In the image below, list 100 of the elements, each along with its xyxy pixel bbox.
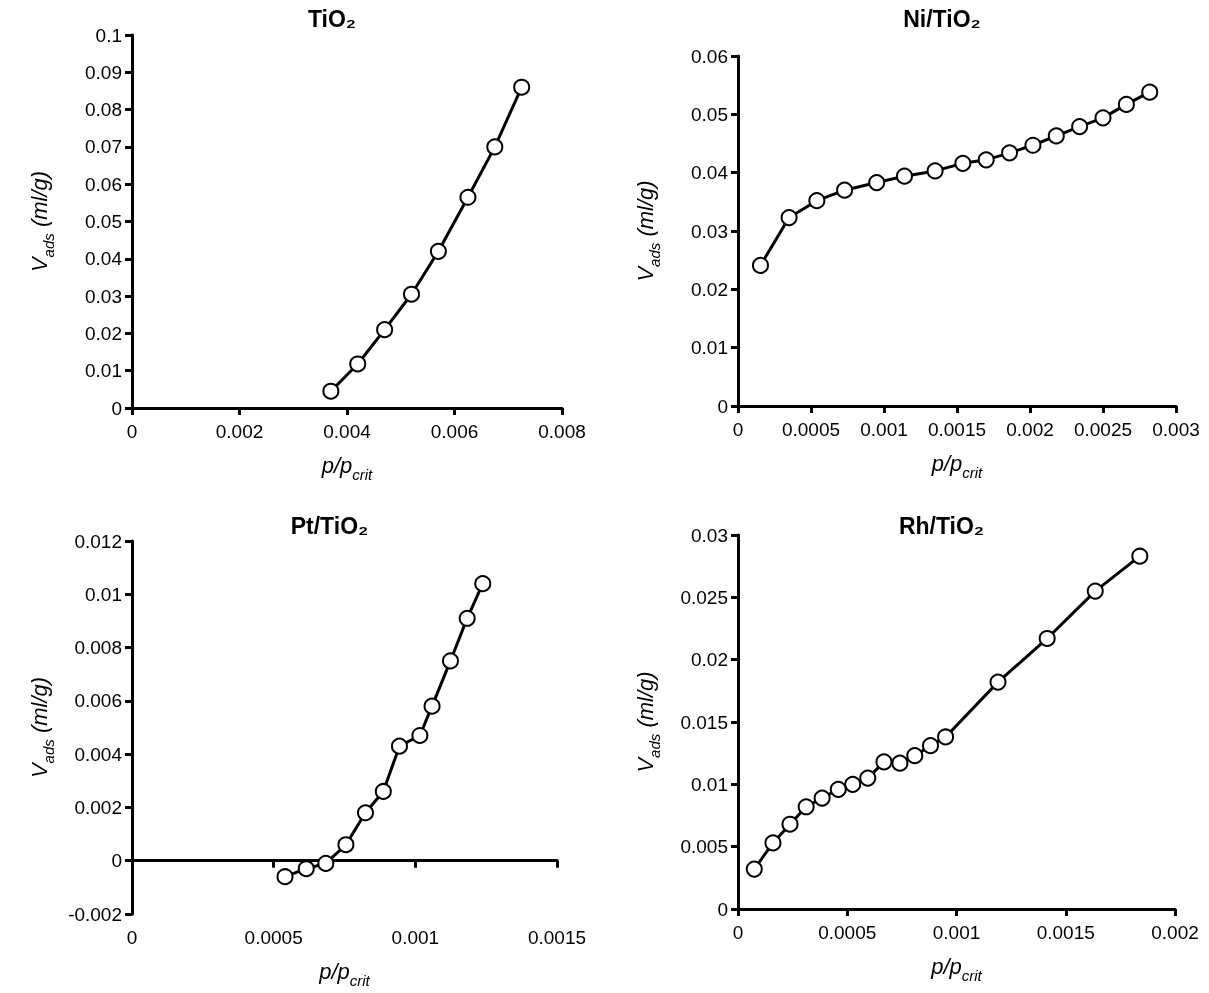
- y-tick-label: 0.08: [85, 99, 122, 121]
- point: [423, 697, 441, 715]
- y-tick-label: 0.01: [85, 360, 122, 382]
- point: [376, 321, 394, 339]
- point: [868, 174, 886, 192]
- point: [813, 789, 831, 807]
- y-tick-label: 0.07: [85, 136, 122, 158]
- y-tick-label: 0.03: [85, 285, 122, 307]
- point: [1047, 127, 1065, 145]
- point: [458, 609, 476, 627]
- x-tick-label: 0.006: [430, 421, 479, 442]
- y-axis-title: Vads (ml/g): [632, 180, 663, 282]
- point: [356, 804, 374, 822]
- y-tick-label: 0.008: [74, 637, 122, 659]
- y-tick-label: 0.025: [680, 586, 728, 608]
- y-tick-label: 0.005: [680, 836, 728, 858]
- point: [797, 798, 815, 816]
- x-tick-label: 0.0015: [927, 419, 987, 440]
- point: [875, 753, 893, 771]
- y-tick-label: 0.006: [74, 690, 122, 712]
- point: [1131, 547, 1149, 565]
- y-tick-label: 0.02: [691, 649, 728, 671]
- x-tick-label: 0.004: [323, 421, 372, 442]
- point: [989, 673, 1007, 691]
- y-tick-label: 0.09: [85, 61, 122, 83]
- point: [513, 78, 531, 96]
- point: [926, 162, 944, 180]
- point: [390, 737, 408, 755]
- point: [1071, 118, 1089, 136]
- point: [1141, 83, 1159, 101]
- point: [859, 769, 877, 787]
- x-tick-label: 0.001: [860, 419, 908, 440]
- point: [745, 860, 763, 878]
- chart-title: Pt/TiO₂: [290, 512, 369, 539]
- point: [1024, 136, 1042, 154]
- chart-title: Ni/TiO₂: [903, 5, 981, 32]
- point: [374, 782, 392, 800]
- x-tick-label: 0.0005: [244, 927, 303, 948]
- point: [781, 815, 799, 833]
- point: [1094, 109, 1112, 127]
- point: [891, 754, 909, 772]
- y-tick-label: -0.002: [68, 903, 122, 925]
- y-tick-label: 0.1: [95, 24, 122, 46]
- point: [780, 209, 798, 227]
- x-tick-label: 0.0005: [818, 922, 877, 943]
- point: [317, 854, 335, 872]
- point: [764, 834, 782, 852]
- x-tick-label: 0.0015: [1036, 922, 1095, 943]
- y-tick-label: 0: [111, 850, 122, 872]
- point: [429, 242, 447, 260]
- point: [1117, 95, 1135, 113]
- x-tick-label: 0.002: [1151, 922, 1199, 943]
- x-tick-label: 0.001: [391, 927, 440, 948]
- x-tick-label: 0.003: [1152, 419, 1200, 440]
- x-tick-label: 0.002: [215, 421, 264, 442]
- y-tick-label: 0.05: [691, 103, 728, 125]
- point: [977, 151, 995, 169]
- point: [844, 775, 862, 793]
- y-tick-label: 0.02: [85, 322, 122, 344]
- y-tick-label: 0.03: [691, 220, 728, 242]
- point: [1001, 144, 1019, 162]
- point: [808, 192, 826, 210]
- point: [486, 138, 504, 156]
- y-tick-label: 0.04: [85, 248, 123, 270]
- point: [906, 747, 924, 765]
- y-tick-label: 0: [717, 395, 728, 417]
- point: [411, 727, 429, 744]
- y-tick-label: 0: [111, 397, 122, 419]
- point: [459, 188, 477, 206]
- point: [895, 167, 913, 185]
- point: [1086, 582, 1104, 600]
- y-tick-label: 0.002: [74, 796, 122, 818]
- point: [403, 285, 420, 303]
- y-tick-label: 0.01: [691, 773, 728, 795]
- y-tick-label: 0.01: [691, 337, 728, 359]
- y-tick-label: 0.05: [85, 211, 122, 232]
- y-tick-label: 0.02: [691, 278, 728, 300]
- point: [276, 868, 294, 886]
- x-tick-label: 0.0025: [1073, 419, 1133, 440]
- point: [349, 355, 367, 373]
- point: [441, 652, 459, 670]
- y-tick-label: 0.03: [691, 524, 728, 546]
- x-tick-label: 0.0015: [527, 927, 587, 948]
- point: [829, 780, 847, 798]
- point: [322, 382, 340, 400]
- point: [954, 154, 972, 172]
- y-tick-label: 0.06: [85, 173, 122, 195]
- x-tick-label: 0: [126, 927, 138, 948]
- point: [1038, 629, 1056, 647]
- chart-title: Rh/TiO₂: [898, 512, 985, 539]
- x-tick-label: 0.002: [1006, 419, 1054, 440]
- y-tick-label: 0.004: [74, 743, 123, 765]
- point: [297, 860, 315, 878]
- x-tick-label: 0.001: [932, 922, 981, 943]
- chart-title: TiO₂: [307, 5, 357, 32]
- point: [836, 181, 854, 199]
- y-tick-label: 0.06: [691, 45, 728, 67]
- y-tick-label: 0.04: [691, 162, 729, 184]
- y-tick-label: 0: [717, 898, 728, 920]
- point: [752, 256, 769, 274]
